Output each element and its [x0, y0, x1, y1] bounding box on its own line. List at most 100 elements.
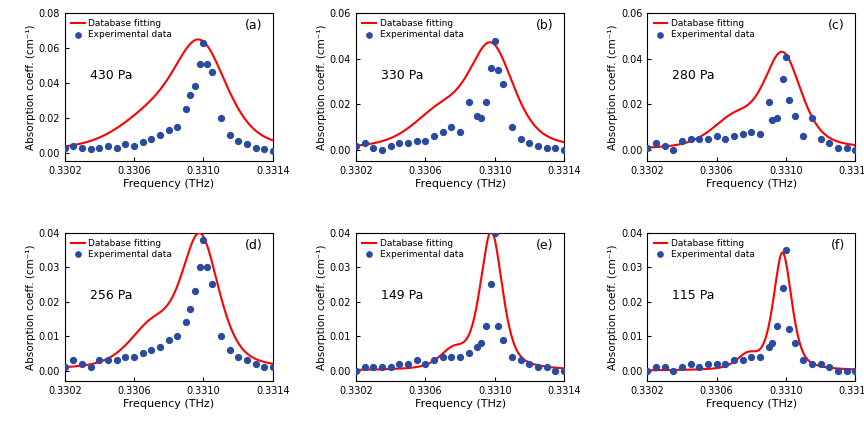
Database fitting [642, 145, 652, 150]
Experimental data [435, 353, 449, 360]
Experimental data [170, 123, 184, 130]
Legend: Database fitting, Experimental data: Database fitting, Experimental data [651, 237, 757, 261]
Experimental data [444, 353, 458, 360]
Database fitting [823, 365, 834, 370]
Experimental data [67, 142, 80, 149]
Experimental data [709, 133, 723, 140]
Experimental data [649, 140, 663, 147]
Database fitting [60, 144, 70, 149]
Experimental data [200, 60, 214, 67]
Y-axis label: Absorption coeff. (cm⁻¹): Absorption coeff. (cm⁻¹) [26, 25, 35, 150]
Experimental data [187, 288, 201, 295]
Text: (a): (a) [245, 19, 263, 32]
Experimental data [462, 99, 476, 106]
X-axis label: Frequency (THz): Frequency (THz) [124, 179, 214, 189]
Experimental data [392, 360, 406, 367]
Database fitting [778, 250, 788, 255]
Experimental data [474, 339, 488, 346]
Text: (f): (f) [830, 239, 845, 252]
Database fitting [678, 367, 689, 372]
Database fitting [194, 230, 205, 236]
Database fitting [193, 37, 203, 42]
Experimental data [471, 343, 485, 350]
Line: Database fitting: Database fitting [647, 52, 855, 148]
Experimental data [257, 146, 271, 153]
Experimental data [823, 140, 836, 147]
Experimental data [701, 360, 715, 367]
Experimental data [658, 364, 671, 371]
Experimental data [418, 360, 432, 367]
Experimental data [492, 322, 505, 329]
Experimental data [418, 138, 432, 145]
Database fitting [559, 139, 569, 145]
Experimental data [358, 364, 372, 371]
Experimental data [101, 357, 115, 364]
Database fitting [850, 142, 861, 148]
Experimental data [523, 360, 537, 367]
Experimental data [214, 114, 228, 121]
Experimental data [523, 140, 537, 147]
Database fitting [559, 366, 569, 371]
Experimental data [349, 367, 363, 374]
Experimental data [110, 357, 124, 364]
X-axis label: Frequency (THz): Frequency (THz) [124, 399, 214, 409]
Experimental data [214, 333, 228, 340]
Experimental data [136, 139, 149, 146]
Experimental data [223, 132, 237, 139]
Database fitting [731, 109, 741, 114]
Experimental data [727, 357, 741, 364]
Database fitting [642, 367, 652, 373]
Experimental data [384, 142, 397, 149]
Line: Database fitting: Database fitting [65, 39, 273, 146]
Experimental data [84, 364, 98, 371]
Database fitting [678, 141, 689, 146]
Experimental data [771, 322, 785, 329]
Text: (e): (e) [537, 239, 554, 252]
Experimental data [683, 135, 697, 142]
Database fitting [268, 361, 278, 367]
Database fitting [264, 136, 274, 141]
Experimental data [454, 353, 467, 360]
Text: (d): (d) [245, 239, 263, 252]
Database fitting [387, 366, 397, 371]
Experimental data [162, 336, 175, 343]
Experimental data [92, 144, 106, 151]
Database fitting [241, 118, 251, 124]
Database fitting [722, 363, 733, 368]
Experimental data [101, 142, 115, 149]
X-axis label: Frequency (THz): Frequency (THz) [415, 399, 505, 409]
Experimental data [410, 138, 423, 145]
Database fitting [375, 139, 385, 145]
Experimental data [58, 364, 72, 371]
Experimental data [375, 364, 389, 371]
Experimental data [401, 360, 415, 367]
Experimental data [831, 144, 845, 151]
Experimental data [366, 364, 380, 371]
Experimental data [187, 83, 201, 90]
Legend: Database fitting, Experimental data: Database fitting, Experimental data [360, 18, 465, 41]
Database fitting [555, 365, 565, 371]
Database fitting [532, 363, 543, 368]
Database fitting [96, 134, 106, 139]
Experimental data [58, 144, 72, 151]
Experimental data [240, 141, 254, 148]
Experimental data [549, 144, 562, 151]
Database fitting [149, 95, 159, 100]
Experimental data [557, 367, 571, 374]
Experimental data [162, 127, 175, 134]
Experimental data [454, 128, 467, 135]
Database fitting [351, 367, 361, 372]
Experimental data [170, 333, 184, 340]
Legend: Database fitting, Experimental data: Database fitting, Experimental data [69, 237, 174, 261]
Experimental data [840, 144, 854, 151]
Experimental data [257, 364, 271, 371]
Experimental data [206, 69, 219, 76]
Database fitting [268, 138, 278, 143]
Experimental data [753, 353, 767, 360]
Experimental data [392, 140, 406, 147]
Experimental data [488, 229, 502, 236]
Experimental data [783, 326, 797, 333]
Experimental data [194, 60, 207, 67]
Experimental data [531, 364, 545, 371]
Database fitting [555, 138, 565, 144]
